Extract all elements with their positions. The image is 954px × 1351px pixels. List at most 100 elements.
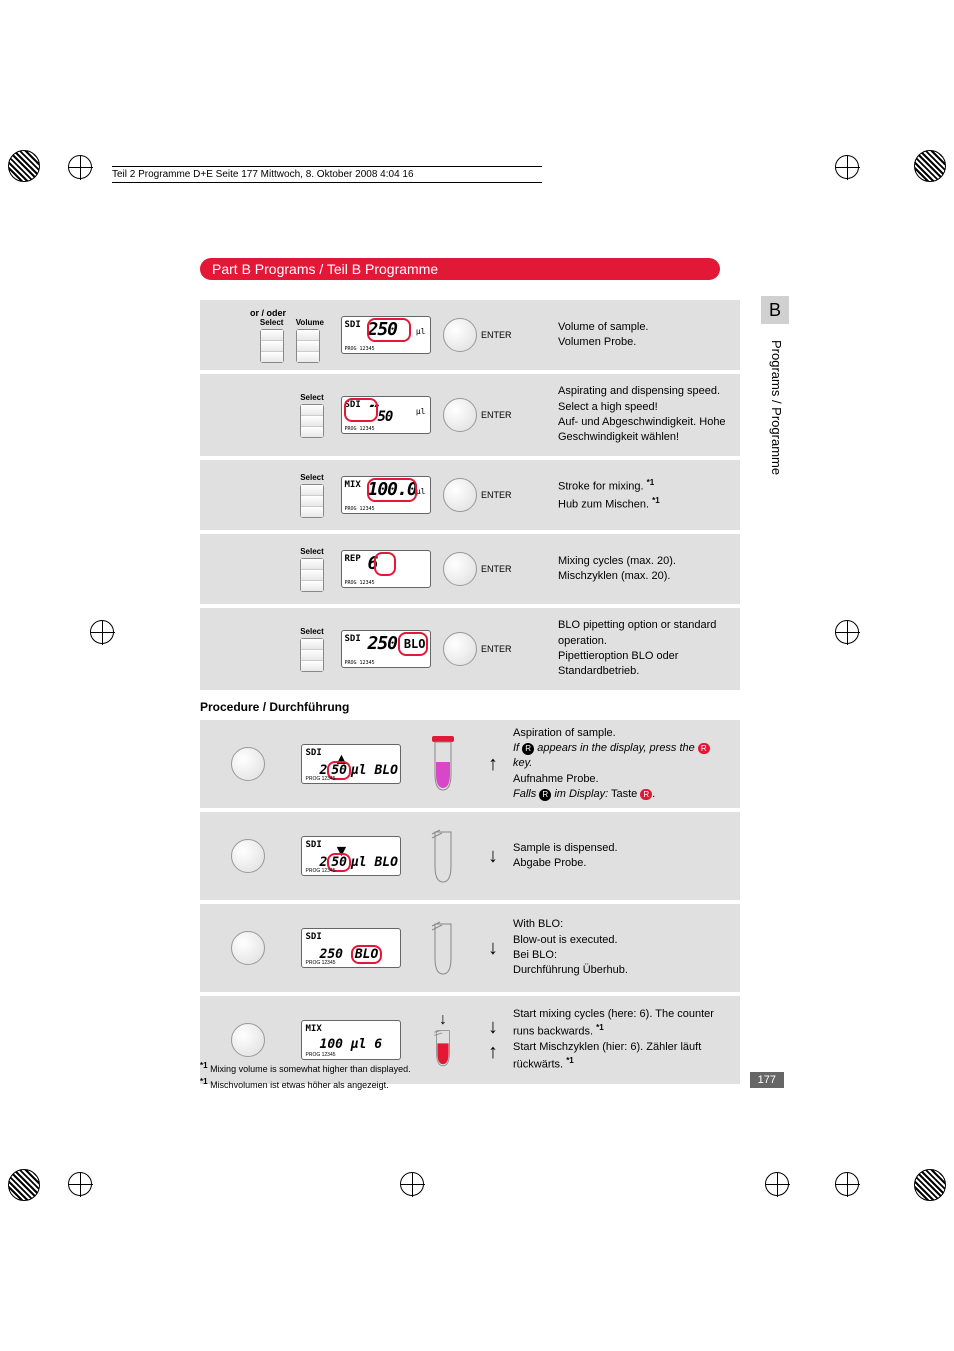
enter-label: ENTER [481,330,512,340]
lcd-prog: PROG 12345 [345,346,375,352]
rocker-label: Select [300,473,324,482]
lcd-display: MIX 100 µl 6PROG 12345 [301,1020,401,1060]
crop-mark [68,155,92,179]
lcd-prog: PROG 12345 [345,426,375,432]
lcd-value: 100 µl 6 [320,1037,383,1052]
lcd-mode: SDI [345,320,361,330]
side-section-label: Programs / Programme [769,340,784,490]
lcd-mode: REP [345,554,361,564]
arrow-down-icon: ↓ [439,1011,447,1029]
side-tab: B [761,296,789,324]
enter-label: ENTER [481,644,512,654]
rocker-label: Select [300,393,324,402]
setup-row: Select REP6PROG 12345 ENTER Mixing cycle… [200,534,740,604]
rocker-switch[interactable]: Select [300,547,324,592]
enter-label: ENTER [481,490,512,500]
lcd-prog: PROG 12345 [345,660,375,666]
enter-button[interactable] [443,398,477,432]
rocker-label: Select [260,318,284,327]
or-label: or / oder [208,308,328,318]
crop-mark [835,1172,859,1196]
rocker-switch[interactable]: Select [260,318,284,363]
row-description: Aspiration of sample.If R appears in the… [513,726,732,803]
lcd-display: SDI250µlPROG 12345 [341,316,431,354]
lcd-prog: PROG 12345 [306,868,336,874]
procedure-heading: Procedure / Durchführung [200,700,740,714]
lcd-mode: SDI [306,748,322,758]
enter-button[interactable] [443,552,477,586]
lcd-display: SDI▰▰50µlPROG 12345 [341,396,431,434]
tube-illustration [413,918,473,978]
rocker-label: Volume [296,318,324,327]
tube-illustration [413,826,473,886]
row-description: Aspirating and dispensing speed. Select … [558,384,732,446]
procedure-row: SDI▲250µl BLOPROG 12345 ↑ Aspiration of … [200,720,740,808]
arrow-icon: ↑ [483,753,503,776]
row-description: Mixing cycles (max. 20). Mischzyklen (ma… [558,554,732,585]
lcd-prog: PROG 12345 [345,506,375,512]
enter-button[interactable] [443,318,477,352]
lcd-mode: SDI [306,932,322,942]
action-button[interactable] [231,839,265,873]
lcd-unit: µl [416,327,426,336]
rocker-switch[interactable]: Select [300,473,324,518]
lcd-display: SDI250BLOPROG 12345 [341,630,431,668]
rocker-switch[interactable]: Select [300,627,324,672]
print-mark [914,150,946,182]
procedure-row: SDI▼250µl BLOPROG 12345 ↓ Sample is disp… [200,812,740,900]
lcd-display: REP6PROG 12345 [341,550,431,588]
setup-row: Select MIX100.0µlPROG 12345 ENTER Stroke… [200,460,740,530]
lcd-unit: µl [416,407,426,416]
rocker-label: Select [300,627,324,636]
lcd-prog: PROG 12345 [306,1052,336,1058]
setup-row: or / oder Select Volume SDI250µlPROG 123… [200,300,740,370]
arrow-updown-icon: ↓↑ [483,1016,503,1064]
procedure-row: SDI250 BLOPROG 12345 ↓ With BLO:Blow-out… [200,904,740,992]
action-button[interactable] [231,1023,265,1057]
crop-mark [835,620,859,644]
lcd-value: 250 [368,633,398,654]
rocker-switch[interactable]: Volume [296,318,324,363]
page-number: 177 [750,1072,784,1088]
row-description: Stroke for mixing. *1 Hub zum Mischen. *… [558,477,732,513]
lcd-prog: PROG 12345 [345,580,375,586]
lcd-display: SDI▼250µl BLOPROG 12345 [301,836,401,876]
lcd-mode: MIX [345,480,361,490]
lcd-display: SDI▲250µl BLOPROG 12345 [301,744,401,784]
enter-label: ENTER [481,410,512,420]
crop-mark [90,620,114,644]
lcd-value: 50 [378,409,393,425]
tube-illustration [413,734,473,794]
crop-mark [68,1172,92,1196]
action-button[interactable] [231,931,265,965]
section-title-bar: Part B Programs / Teil B Programme [200,258,720,280]
crop-mark [400,1172,424,1196]
lcd-prog: PROG 12345 [306,776,336,782]
footnote: *1 Mixing volume is somewhat higher than… [200,1061,411,1074]
rocker-switch[interactable]: Select [300,393,324,438]
rocker-label: Select [300,547,324,556]
row-description: Sample is dispensed. Abgabe Probe. [513,841,732,872]
enter-button[interactable] [443,478,477,512]
lcd-mode: SDI [306,840,322,850]
action-button[interactable] [231,747,265,781]
lcd-display: SDI250 BLOPROG 12345 [301,928,401,968]
arrow-icon: ↓ [483,845,503,868]
lcd-highlight [374,552,396,576]
crop-mark [765,1172,789,1196]
arrow-icon: ↓ [483,937,503,960]
print-mark [8,1169,40,1201]
row-description: Start mixing cycles (here: 6). The count… [513,1007,732,1074]
enter-label: ENTER [481,564,512,574]
lcd-unit: µl [416,487,426,496]
lcd-mode: MIX [306,1024,322,1034]
row-description: Volume of sample. Volumen Probe. [558,320,732,351]
print-mark [914,1169,946,1201]
lcd-mode: SDI [345,634,361,644]
enter-button[interactable] [443,632,477,666]
lcd-highlight [367,318,411,342]
row-description: With BLO:Blow-out is executed. Bei BLO:D… [513,917,732,979]
setup-row: Select SDI▰▰50µlPROG 12345 ENTER Aspirat… [200,374,740,456]
tube-illustration: ↓ [413,1011,473,1069]
footnote: *1 Mischvolumen ist etwas höher als ange… [200,1077,411,1090]
